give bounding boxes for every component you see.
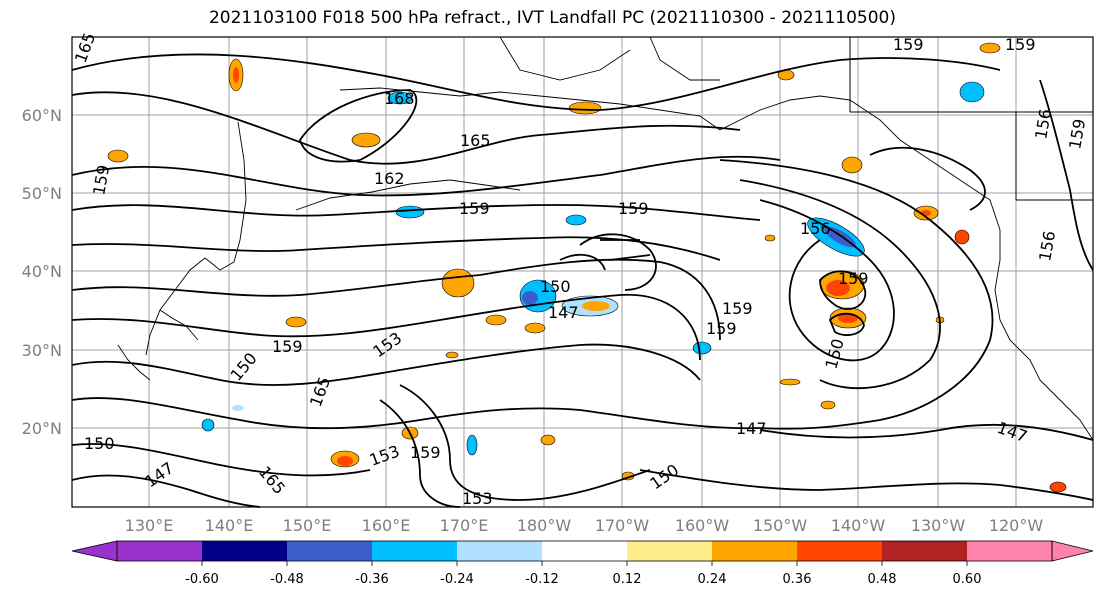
lon-label: 140°E: [205, 516, 254, 535]
contour-label: 159: [459, 199, 490, 218]
colorbar-segment: [202, 541, 287, 561]
contour-label: 168: [384, 89, 415, 108]
contour-label: 159: [722, 299, 753, 318]
contour-label: 147: [736, 419, 767, 438]
colorbar-segment: [287, 541, 372, 561]
colorbar: -0.60 -0.48 -0.36 -0.24 -0.12 0.12 0.24 …: [71, 540, 1094, 587]
lat-label: 40°N: [22, 262, 62, 281]
lat-label: 60°N: [22, 106, 62, 125]
contour-label: 159: [410, 443, 441, 462]
lon-label: 150°W: [753, 516, 808, 535]
contour-label: 162: [374, 169, 405, 188]
contour-label: 159: [272, 337, 303, 356]
contour-label: 159: [838, 269, 869, 288]
lon-label: 160°W: [675, 516, 730, 535]
colorbar-tick-label: 0.24: [698, 572, 727, 587]
lon-label: 130°W: [911, 516, 966, 535]
lon-label: 170°W: [595, 516, 650, 535]
shading-layer: [107, 42, 1067, 493]
contour-label: 159: [618, 199, 649, 218]
colorbar-extend-low: [71, 540, 118, 562]
colorbar-tick-label: -0.48: [270, 572, 304, 587]
contour-label: 165: [460, 131, 491, 150]
colorbar-segment: [117, 541, 202, 561]
colorbar-segment: [967, 541, 1052, 561]
lon-label: 120°W: [989, 516, 1044, 535]
latitude-labels: 60°N 50°N 40°N 30°N 20°N: [22, 106, 62, 438]
contour-label: 150: [84, 434, 115, 453]
contour-label: 153: [462, 489, 493, 508]
colorbar-tick-label: 0.36: [783, 572, 812, 587]
coastlines: [117, 36, 1094, 441]
colorbar-segment: [712, 541, 797, 561]
colorbar-tick-label: 0.48: [868, 572, 897, 587]
contour-labels: 165 168 165 162 159 159 159 159 156 159 …: [71, 30, 1089, 508]
colorbar-tick-label: 0.60: [953, 572, 982, 587]
lat-label: 20°N: [22, 419, 62, 438]
longitude-labels: 130°E 140°E 150°E 160°E 170°E 180°W 170°…: [125, 516, 1044, 535]
height-contours: [71, 53, 1094, 508]
colorbar-tick-label: -0.60: [185, 572, 219, 587]
colorbar-tick-label: -0.12: [525, 572, 559, 587]
lon-label: 180°W: [517, 516, 572, 535]
lon-label: 130°E: [125, 516, 174, 535]
contour-label: 150: [540, 277, 571, 296]
colorbar-segment: [457, 541, 542, 561]
figure-title: 2021103100 F018 500 hPa refract., IVT La…: [208, 8, 896, 28]
lon-label: 150°E: [283, 516, 332, 535]
colorbar-tick-label: -0.24: [440, 572, 474, 587]
lon-label: 170°E: [440, 516, 489, 535]
lat-label: 30°N: [22, 341, 62, 360]
contour-label: 147: [548, 303, 579, 322]
contour-label: 159: [1005, 35, 1036, 54]
colorbar-segment: [797, 541, 882, 561]
lon-label: 140°W: [831, 516, 886, 535]
lon-label: 160°E: [362, 516, 411, 535]
colorbar-extend-high: [1051, 540, 1094, 562]
political-borders: [849, 37, 1093, 201]
lat-label: 50°N: [22, 184, 62, 203]
contour-label: 156: [800, 219, 831, 238]
colorbar-segment: [372, 541, 457, 561]
colorbar-segment: [882, 541, 967, 561]
map-frame: [71, 36, 1094, 508]
contour-label: 159: [706, 319, 737, 338]
contour-label: 159: [893, 35, 924, 54]
colorbar-tick-label: -0.36: [355, 572, 389, 587]
colorbar-segment: [627, 541, 712, 561]
colorbar-segment: [542, 541, 627, 561]
colorbar-tick-label: 0.12: [613, 572, 642, 587]
